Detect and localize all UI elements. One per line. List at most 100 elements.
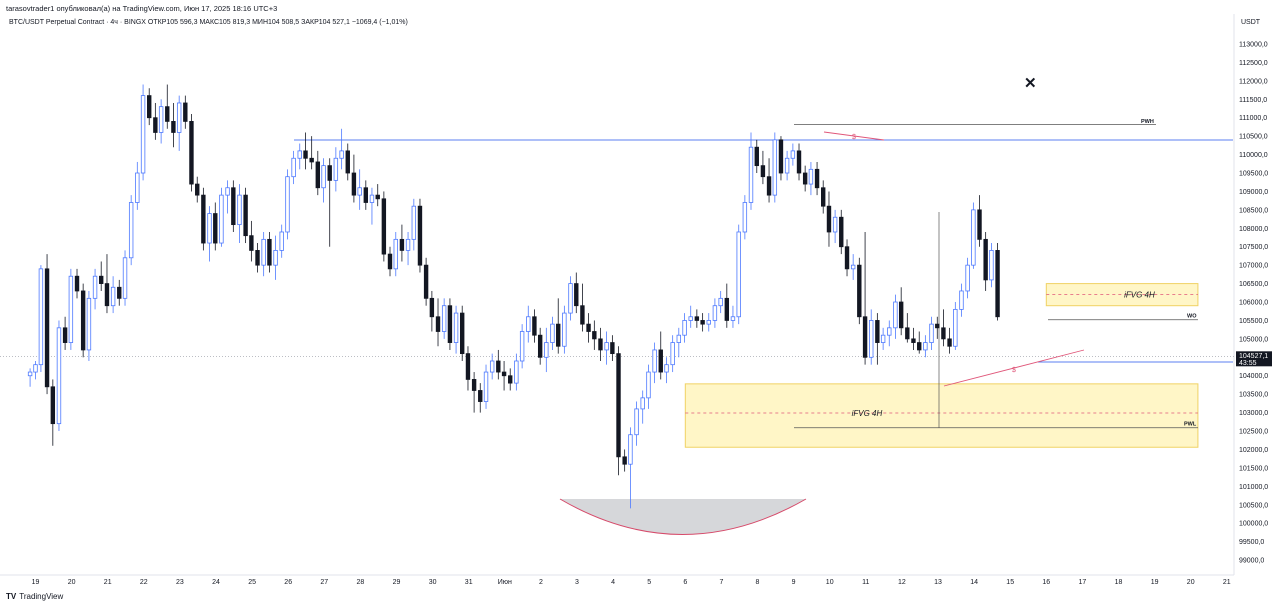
candle-body [911,338,916,343]
candle-body [104,283,110,307]
price-axis[interactable]: 113000,0 112500,0 112000,0 111500,0 111000,0… [1239,42,1268,565]
candle-body [92,275,98,299]
candle-body [622,456,627,465]
candle-body [857,264,862,318]
candle-body [345,150,350,174]
candle-body [351,172,357,196]
time-tick-label: 3 [575,579,579,586]
candle-body [917,342,922,351]
candle-body [357,187,362,196]
time-tick-label: 21 [1223,579,1231,586]
price-tick-label: 112500,0 [1239,60,1268,67]
candle-body [140,95,146,174]
candle-body [381,198,387,255]
price-tick-label: 110000,0 [1239,152,1268,159]
fvg-zone-label-2: iFVG 4H [1124,291,1155,300]
candle-body [839,216,844,248]
price-tick-label: 105500,0 [1239,318,1268,325]
candle-body [652,349,657,373]
price-tick-label: 103000,0 [1239,410,1268,417]
candle-body [778,139,784,174]
last-price-badge [1236,351,1272,367]
candle-body [772,139,778,196]
price-tick-label: 102500,0 [1239,429,1268,436]
candle-body [297,150,302,159]
price-tick-label: 110500,0 [1239,134,1268,141]
candle-body [519,331,525,362]
tradingview-logo: TV [6,592,17,601]
candle-body [315,161,321,189]
time-tick-label: Июн [498,579,512,586]
candle-body [947,338,952,347]
price-tick-label: 106500,0 [1239,281,1268,288]
candle-body [225,187,230,196]
candle-body [213,213,218,244]
candle-body [537,334,543,358]
fvg-zone-1 [684,383,1199,448]
price-tick-label: 107000,0 [1239,263,1268,270]
candle-body [375,194,380,200]
candle-body [261,238,266,266]
candle-body [580,305,585,325]
candle-body [243,194,248,237]
brand-footer: TV TradingView [6,592,63,601]
candle-body [568,283,573,314]
candle-body [441,305,447,332]
candle-body [670,342,675,366]
candle-body [929,323,934,343]
candle-body [748,146,754,203]
wo-label: WO [1187,314,1197,320]
candle-body [195,183,200,196]
candle-body [586,323,591,332]
candle-body [796,150,802,174]
candle-body [501,371,507,377]
candle-body [658,349,663,373]
candle-body [923,342,928,351]
candle-body [303,150,308,159]
candle-body [664,364,669,373]
candle-body [766,176,772,196]
candle-body [514,360,519,384]
price-tick-label: 99000,0 [1239,558,1264,565]
time-tick-label: 2 [539,579,543,586]
liquidity-mark-high: $ [852,134,856,141]
candle-body [50,386,56,425]
candle-body [489,360,495,373]
candle-body [628,434,633,465]
close-icon[interactable]: ✕ [1024,75,1037,92]
candle-body [447,305,453,343]
candle-body [279,231,284,251]
candle-body [808,168,814,185]
candle-body [562,312,567,347]
candle-body [189,121,194,185]
candle-body [887,327,892,336]
price-tick-label: 99500,0 [1239,539,1264,546]
candle-body [850,264,856,270]
candle-body [508,375,513,384]
candle-body [147,95,152,119]
time-axis[interactable]: 19 20 21 22 23 24 25 26 27 28 29 30 31 Июн 2 3 4 5 6 7 8 9 10 1… [32,579,1231,586]
price-tick-label: 105000,0 [1239,336,1268,343]
candle-body [640,397,645,410]
time-tick-label: 11 [862,579,869,586]
candle-body [267,238,272,266]
brand-name: TradingView [19,592,64,601]
candle-body [826,205,832,233]
candle-body [201,194,206,244]
time-tick-label: 22 [140,579,148,586]
candle-body [86,297,92,351]
time-tick-label: 29 [393,579,401,586]
candle-body [742,202,748,233]
candle-body [941,327,946,340]
candle-body [171,121,176,133]
last-price-value: 104527,1 [1239,353,1268,360]
candle-body [135,172,140,203]
candle-body [483,371,489,402]
candle-body [249,235,254,251]
candle-body [953,308,958,347]
candle-body [128,202,134,259]
candle-body [736,231,741,318]
time-tick-label: 7 [719,579,723,586]
time-tick-label: 19 [1151,579,1159,586]
